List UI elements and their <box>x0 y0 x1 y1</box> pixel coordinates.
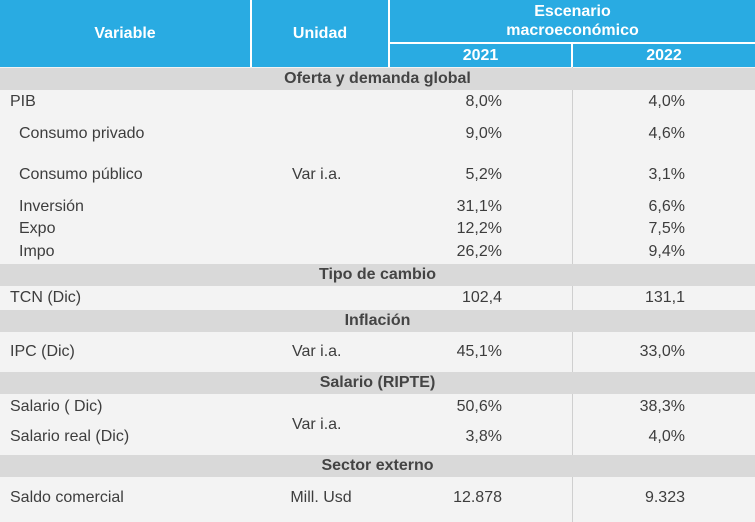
row-value-2021: 8,0% <box>465 93 502 110</box>
section-inflacion: Inflación <box>0 310 755 332</box>
table-row-salario: Salario ( Dic) 50,6% 38,3% <box>0 394 755 420</box>
unit-saldo-comercial: Mill. Usd <box>290 489 352 506</box>
unit-ipc: Var i.a. <box>292 343 342 360</box>
table-row-pib: PIB 8,0% 4,0% <box>0 90 755 114</box>
unit-salario: Var i.a. <box>292 416 342 433</box>
row-value-2021: 12.878 <box>453 489 502 506</box>
row-value-2021: 3,8% <box>465 428 502 445</box>
row-label: Consumo público <box>19 166 143 183</box>
row-value-2022: 4,0% <box>648 93 685 110</box>
row-label: Salario ( Dic) <box>10 398 103 415</box>
row-value-2021: 12,2% <box>456 220 502 237</box>
table-row-salario-real: Salario real (Dic) 3,8% 4,0% <box>0 420 755 454</box>
unit-oferta: Var i.a. <box>292 166 342 183</box>
row-value-2021: 26,2% <box>456 243 502 260</box>
column-divider <box>572 67 573 522</box>
table-row-impo: Impo 26,2% 9,4% <box>0 240 755 264</box>
section-oferta: Oferta y demanda global <box>0 68 755 90</box>
row-value-2021: 50,6% <box>456 398 502 415</box>
row-label: IPC (Dic) <box>10 343 75 360</box>
row-value-2022: 38,3% <box>639 398 685 415</box>
row-label: Expo <box>19 220 56 237</box>
table-row-ipc: IPC (Dic) 45,1% 33,0% <box>0 332 755 372</box>
row-value-2022: 33,0% <box>639 343 685 360</box>
row-label: Saldo comercial <box>10 489 124 506</box>
table-row-expo: Expo 12,2% 7,5% <box>0 218 755 240</box>
section-tipo-cambio: Tipo de cambio <box>0 264 755 286</box>
header-variable: Variable <box>0 0 252 67</box>
section-sector-externo: Sector externo <box>0 455 755 477</box>
row-value-2021: 31,1% <box>456 198 502 215</box>
row-value-2022: 7,5% <box>648 220 685 237</box>
section-salario: Salario (RIPTE) <box>0 372 755 394</box>
row-label: Inversión <box>19 198 84 215</box>
row-label: Impo <box>19 243 55 260</box>
table-row-consumo-publico: Consumo público 5,2% 3,1% <box>0 154 755 196</box>
row-label: TCN (Dic) <box>10 289 82 306</box>
row-value-2021: 5,2% <box>465 166 502 183</box>
header-year-2021: 2021 <box>390 44 573 67</box>
row-label: PIB <box>10 93 36 110</box>
header-escenario-line2: macroeconómico <box>506 22 639 39</box>
header-escenario-line1: Escenario <box>534 3 611 20</box>
table-row-consumo-privado: Consumo privado 9,0% 4,6% <box>0 114 755 154</box>
row-value-2022: 9,4% <box>648 243 685 260</box>
row-value-2021: 9,0% <box>465 125 502 142</box>
header-year-2022: 2022 <box>573 44 755 67</box>
header-unidad: Unidad <box>252 0 390 67</box>
row-value-2022: 3,1% <box>648 166 685 183</box>
row-value-2022: 6,6% <box>648 198 685 215</box>
row-label: Salario real (Dic) <box>10 428 130 445</box>
header-escenario: Escenario macroeconómico <box>390 0 755 44</box>
row-value-2022: 4,6% <box>648 125 685 142</box>
row-value-2021: 45,1% <box>456 343 502 360</box>
row-value-2022: 131,1 <box>644 289 685 306</box>
row-value-2021: 102,4 <box>461 289 502 306</box>
table-row-inversion: Inversión 31,1% 6,6% <box>0 196 755 218</box>
table-row-tcn: TCN (Dic) 102,4 131,1 <box>0 286 755 310</box>
row-value-2022: 4,0% <box>648 428 685 445</box>
row-value-2022: 9.323 <box>644 489 685 506</box>
row-label: Consumo privado <box>19 125 145 142</box>
table-row-saldo-comercial: Saldo comercial 12.878 9.323 <box>0 477 755 519</box>
